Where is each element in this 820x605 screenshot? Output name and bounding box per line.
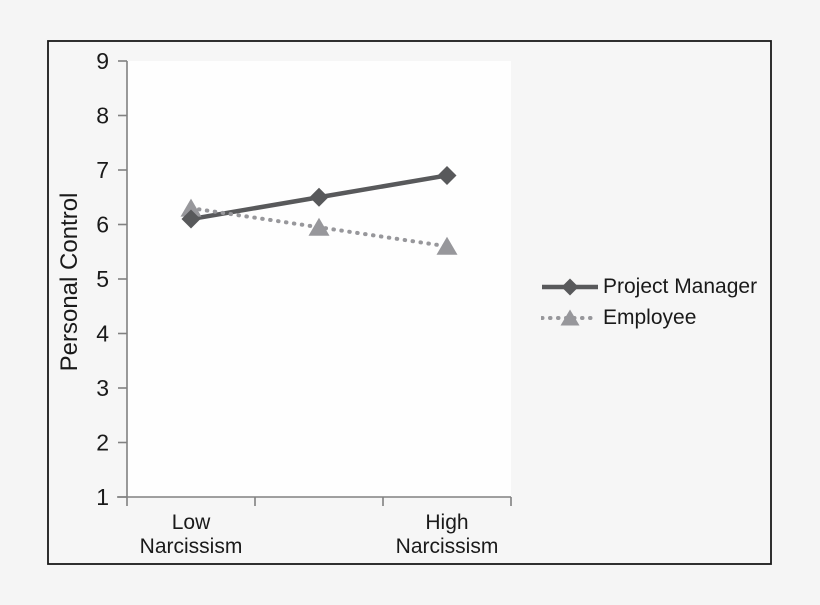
triangle-marker	[308, 217, 330, 236]
x-label-line1: High	[425, 511, 468, 534]
diamond-marker	[181, 209, 201, 229]
legend-sample-triangle	[541, 309, 599, 326]
x-label-line2: Narcissism	[396, 535, 499, 558]
plot-area	[127, 61, 511, 497]
y-tick-label: 5	[96, 266, 109, 292]
y-tick-label: 8	[96, 103, 109, 129]
legend-label: Employee	[603, 306, 697, 329]
y-axis-title: Personal Control	[56, 193, 83, 372]
legend-label: Project Manager	[603, 275, 758, 298]
y-tick-label: 3	[96, 375, 109, 401]
y-tick-label: 4	[96, 321, 109, 347]
legend-item: Project Manager	[541, 274, 757, 300]
y-tick-label: 9	[96, 48, 109, 74]
y-tick-label: 2	[96, 430, 109, 456]
y-tick-label: 6	[96, 212, 109, 238]
diamond-marker	[437, 165, 457, 185]
x-label-line1: Low	[172, 511, 211, 534]
triangle-marker	[180, 198, 202, 217]
legend-sample-diamond	[542, 278, 598, 296]
diamond-icon	[561, 278, 579, 296]
y-tick-label: 7	[96, 157, 109, 183]
triangle-icon	[560, 309, 580, 326]
diamond-marker	[309, 187, 329, 207]
legend-item: Employee	[541, 305, 757, 331]
triangle-marker	[436, 236, 458, 255]
x-label-line2: Narcissism	[140, 535, 243, 558]
legend: Project Manager Employee	[541, 274, 757, 331]
y-tick-label: 1	[96, 484, 109, 510]
